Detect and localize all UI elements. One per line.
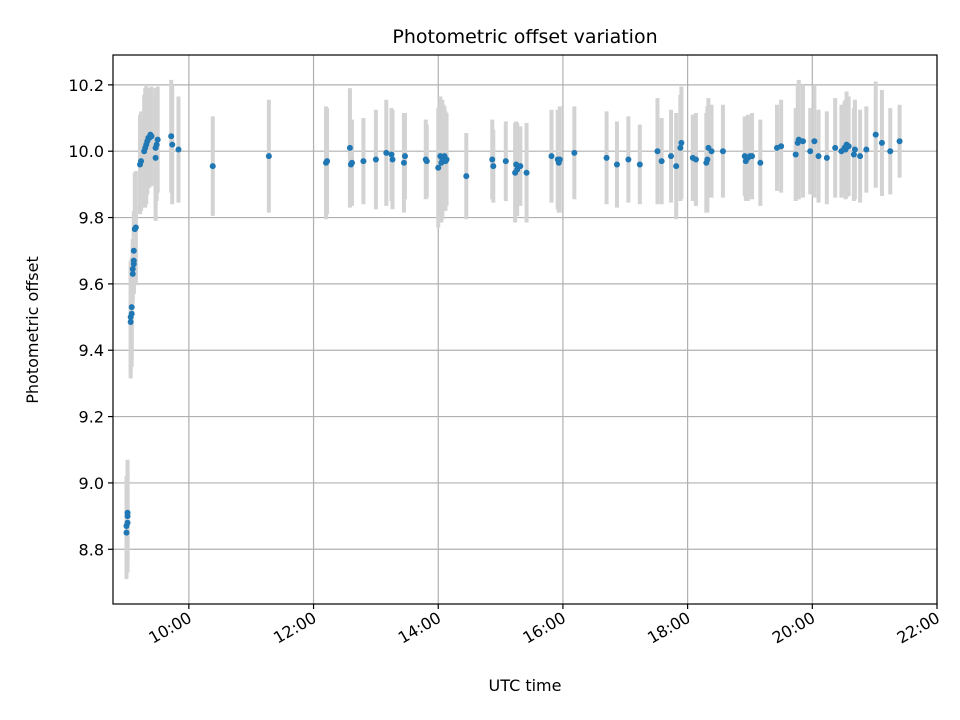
data-point bbox=[401, 153, 408, 160]
data-point bbox=[548, 153, 555, 160]
data-point bbox=[692, 156, 699, 163]
data-point bbox=[654, 148, 661, 155]
y-tick-label: 9.4 bbox=[79, 341, 104, 360]
data-point bbox=[168, 133, 175, 140]
data-point bbox=[154, 136, 161, 143]
data-point bbox=[123, 529, 130, 536]
data-point bbox=[152, 154, 159, 161]
data-point bbox=[778, 143, 785, 150]
data-point bbox=[811, 138, 818, 145]
data-point bbox=[360, 158, 367, 165]
data-point bbox=[423, 158, 430, 165]
data-point bbox=[673, 163, 680, 170]
data-point bbox=[128, 304, 135, 311]
data-point bbox=[372, 156, 379, 163]
data-point bbox=[603, 154, 610, 161]
y-tick-label: 10.2 bbox=[68, 76, 104, 95]
chart-title: Photometric offset variation bbox=[392, 26, 657, 48]
data-point bbox=[324, 158, 331, 165]
data-point bbox=[388, 151, 395, 158]
data-point bbox=[127, 319, 134, 326]
data-point bbox=[850, 151, 857, 158]
y-tick-label: 9.6 bbox=[79, 275, 104, 294]
data-point bbox=[502, 158, 509, 165]
y-tick-label: 10.0 bbox=[68, 142, 104, 161]
data-point bbox=[265, 153, 272, 160]
data-point bbox=[658, 158, 665, 165]
data-point bbox=[677, 144, 684, 151]
data-point bbox=[128, 310, 135, 317]
data-point bbox=[878, 139, 885, 146]
data-point bbox=[887, 148, 894, 155]
data-point bbox=[872, 131, 879, 138]
data-point bbox=[799, 138, 806, 145]
data-point bbox=[571, 149, 578, 156]
data-point bbox=[169, 141, 176, 148]
data-point bbox=[463, 173, 470, 180]
data-point bbox=[667, 153, 674, 160]
data-point bbox=[556, 156, 563, 163]
data-point bbox=[815, 153, 822, 160]
data-point bbox=[153, 141, 160, 148]
data-point bbox=[124, 509, 131, 516]
data-point bbox=[613, 161, 620, 168]
data-point bbox=[719, 148, 726, 155]
x-axis-label: UTC time bbox=[489, 676, 562, 695]
data-point bbox=[389, 156, 396, 163]
data-point bbox=[708, 148, 715, 155]
data-point bbox=[129, 270, 136, 277]
data-point bbox=[757, 159, 764, 166]
data-point bbox=[489, 156, 496, 163]
data-point bbox=[807, 148, 814, 155]
data-point bbox=[845, 143, 852, 150]
data-point bbox=[832, 144, 839, 151]
y-tick-label: 9.8 bbox=[79, 209, 104, 228]
data-point bbox=[625, 156, 632, 163]
data-point bbox=[148, 133, 155, 140]
data-point bbox=[523, 169, 530, 176]
data-point bbox=[383, 149, 390, 156]
y-tick-label: 9.2 bbox=[79, 408, 104, 427]
y-tick-label: 8.8 bbox=[79, 540, 104, 559]
data-point bbox=[749, 153, 756, 160]
data-point bbox=[851, 146, 858, 153]
data-point bbox=[678, 139, 685, 146]
data-point bbox=[863, 146, 870, 153]
data-points bbox=[123, 131, 903, 536]
data-point bbox=[443, 156, 450, 163]
y-tick-label: 9.0 bbox=[79, 474, 104, 493]
y-axis-label: Photometric offset bbox=[23, 256, 42, 404]
data-point bbox=[435, 164, 442, 171]
data-point bbox=[130, 247, 137, 254]
data-point bbox=[636, 161, 643, 168]
data-point bbox=[124, 519, 131, 526]
data-point bbox=[130, 257, 137, 264]
data-point bbox=[129, 265, 136, 272]
data-point bbox=[132, 224, 139, 231]
data-point bbox=[175, 146, 182, 153]
data-point bbox=[823, 154, 830, 161]
data-point bbox=[209, 163, 216, 170]
data-point bbox=[517, 163, 524, 170]
data-point bbox=[896, 138, 903, 145]
data-point bbox=[346, 144, 353, 151]
data-point bbox=[857, 153, 864, 160]
data-point bbox=[138, 158, 145, 165]
plot-frame bbox=[112, 54, 938, 605]
data-point bbox=[704, 156, 711, 163]
data-point bbox=[400, 159, 407, 166]
data-point bbox=[348, 159, 355, 166]
data-point bbox=[490, 163, 497, 170]
data-point bbox=[792, 151, 799, 158]
